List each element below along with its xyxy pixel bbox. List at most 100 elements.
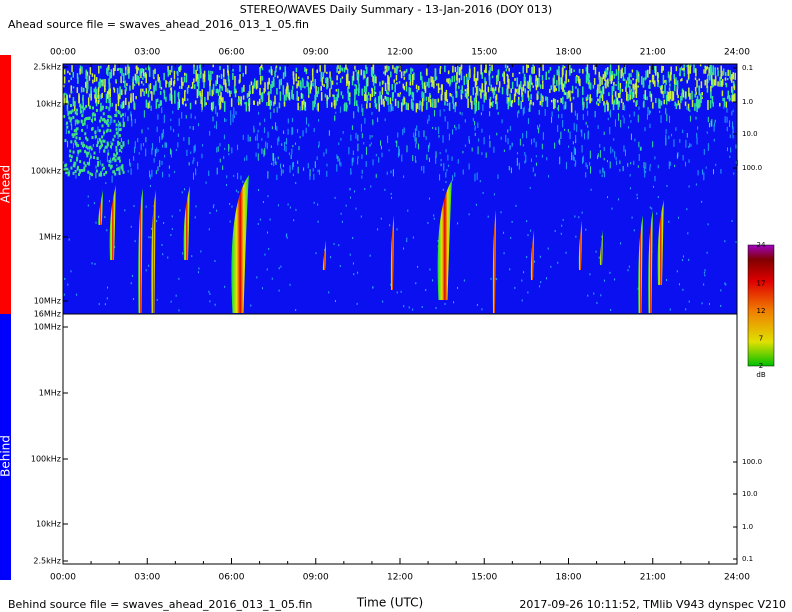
noise: [283, 130, 285, 134]
noise: [106, 297, 108, 300]
noise: [93, 88, 96, 93]
noise: [302, 79, 304, 88]
noise: [683, 64, 685, 72]
noise: [275, 66, 277, 73]
noise: [457, 222, 459, 225]
noise: [307, 76, 309, 80]
noise: [529, 82, 531, 92]
noise: [413, 132, 415, 138]
noise: [485, 81, 487, 85]
noise: [713, 138, 715, 142]
noise: [696, 132, 698, 138]
noise: [482, 191, 484, 194]
noise: [182, 252, 184, 255]
noise: [320, 71, 323, 82]
noise: [178, 118, 180, 126]
noise: [159, 136, 161, 143]
noise: [617, 80, 620, 90]
noise: [681, 68, 684, 71]
noise: [560, 77, 562, 85]
noise: [357, 157, 359, 165]
noise: [297, 102, 299, 111]
noise: [404, 70, 406, 74]
noise: [230, 98, 233, 107]
noise: [589, 273, 591, 276]
noise: [459, 111, 461, 115]
noise: [259, 66, 262, 69]
noise: [607, 78, 609, 87]
noise: [99, 160, 101, 166]
noise: [103, 139, 106, 143]
noise: [624, 105, 626, 111]
noise: [600, 294, 602, 297]
noise: [127, 139, 129, 145]
noise: [437, 98, 440, 103]
noise: [444, 116, 446, 122]
noise: [454, 124, 456, 128]
noise: [724, 282, 726, 285]
noise: [585, 172, 587, 178]
noise: [430, 76, 432, 83]
noise: [77, 77, 79, 84]
noise: [291, 85, 294, 90]
noise: [521, 87, 523, 97]
noise: [366, 76, 369, 87]
noise: [361, 169, 363, 174]
noise: [145, 67, 147, 71]
noise: [118, 141, 121, 145]
noise: [221, 86, 223, 91]
noise: [118, 67, 120, 71]
noise: [149, 83, 152, 90]
noise: [100, 106, 103, 110]
noise: [143, 143, 145, 147]
noise: [142, 83, 145, 86]
noise: [572, 154, 574, 161]
noise: [356, 72, 359, 78]
noise: [200, 95, 202, 100]
noise: [440, 158, 442, 162]
noise: [627, 269, 629, 272]
noise: [346, 104, 348, 109]
noise: [474, 103, 476, 113]
noise: [596, 301, 598, 304]
noise: [484, 77, 486, 83]
noise: [70, 117, 73, 121]
noise: [267, 131, 269, 138]
noise: [84, 164, 87, 168]
noise: [447, 121, 449, 130]
noise: [444, 303, 446, 306]
noise: [637, 85, 639, 88]
noise: [72, 115, 75, 119]
noise: [266, 268, 268, 271]
x-tick-label: 00:00: [50, 573, 76, 583]
noise: [620, 69, 622, 79]
noise: [269, 218, 271, 221]
noise: [515, 89, 517, 93]
noise: [161, 107, 163, 114]
noise: [490, 277, 492, 280]
noise: [724, 82, 727, 86]
noise: [105, 182, 107, 185]
noise: [102, 139, 105, 143]
noise: [142, 88, 144, 92]
noise: [318, 119, 320, 122]
noise: [484, 82, 486, 92]
noise: [242, 72, 244, 77]
noise: [387, 92, 389, 95]
noise: [649, 206, 651, 209]
noise: [622, 102, 624, 110]
noise: [558, 77, 560, 86]
noise: [427, 144, 429, 152]
noise: [392, 169, 394, 177]
noise: [305, 117, 307, 125]
noise: [191, 255, 193, 258]
noise: [224, 101, 226, 111]
noise: [688, 108, 690, 111]
noise: [340, 212, 342, 215]
noise: [88, 145, 91, 149]
noise: [75, 132, 78, 136]
noise: [506, 65, 509, 69]
noise: [384, 118, 386, 122]
noise: [474, 108, 476, 115]
noise: [462, 150, 464, 154]
